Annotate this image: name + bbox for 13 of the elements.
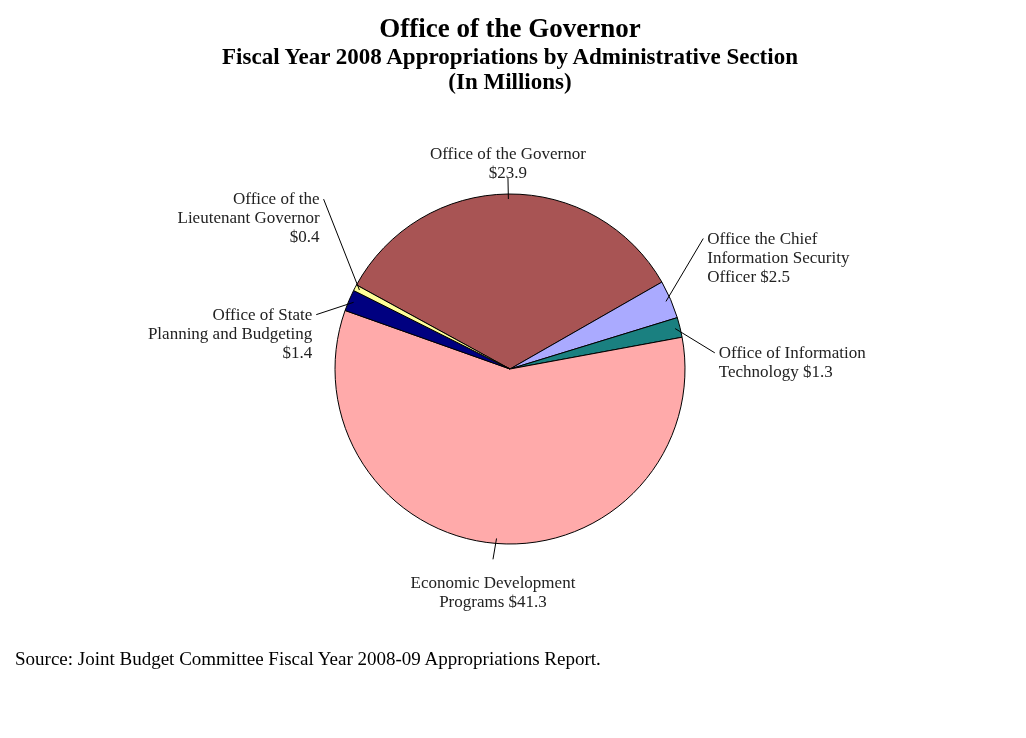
data-label: $0.4: [289, 227, 321, 247]
slice-label: Office of Information Technology $1.3: [718, 342, 867, 381]
source-note: Source: Joint Budget Committee Fiscal Year 2008-09 Appropriations Report.: [15, 648, 601, 669]
chart-title: Office of the Governor: [379, 13, 641, 43]
slice-label: Office of the Governor: [429, 144, 587, 164]
slice-label: Office of State Planning and Budgeting: [147, 304, 313, 343]
slice-label: Office of the Lieutenant Governor: [177, 189, 320, 228]
data-label: $1.4: [282, 342, 313, 362]
slice-label: Economic Development Programs $41.3: [410, 573, 576, 612]
slice-label: Office the Chief Information Security Officer $2.5: [707, 228, 850, 286]
text: Fiscal Year 2008 Appropriations by Administrative Section: [222, 44, 798, 69]
text: (In Millions): [448, 69, 572, 94]
data-label: $23.9: [488, 163, 528, 183]
